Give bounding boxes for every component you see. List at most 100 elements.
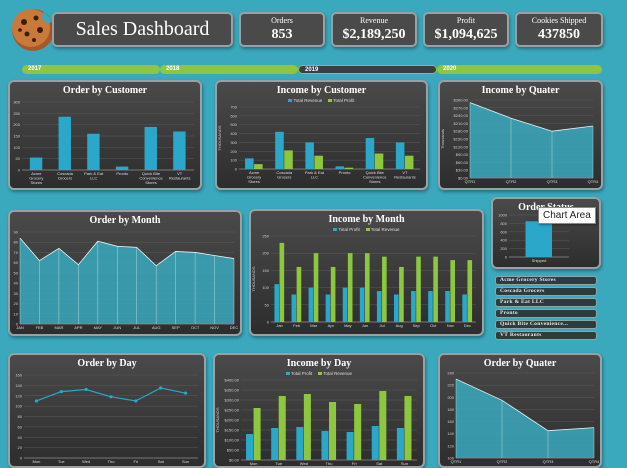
x-tick-label: LLC — [311, 175, 318, 180]
y-tick-label: $0.00 — [458, 176, 469, 181]
y-tick-label: 250 — [13, 111, 20, 116]
y-tick-label: 800 — [500, 221, 507, 226]
bar — [330, 266, 336, 322]
y-tick-label: 20 — [18, 445, 23, 450]
income-by-month-chart: 0 50 100 150 200 250 THOUSANDS Jan Feb Mar Apr May J… — [251, 234, 476, 328]
bar — [29, 157, 43, 170]
area-series — [20, 238, 234, 324]
bar — [305, 142, 314, 169]
income-by-customer-panel[interactable]: Income by Customer Total Revenue Total P… — [215, 80, 428, 190]
y-tick-label: 100 — [15, 404, 22, 409]
y-tick-label: 180 — [447, 407, 454, 412]
x-tick-label: Tue — [275, 461, 283, 466]
timeline-year-2019[interactable]: 2019 — [298, 65, 437, 74]
order-by-day-panel[interactable]: Order by Day 0 20 40 60 80 100 120 140 160 Mon Tue… — [8, 353, 206, 468]
x-tick-label: MAR — [54, 325, 63, 330]
bar — [321, 431, 329, 460]
y-tick-label: $300.00 — [225, 398, 240, 403]
slicer-item-coscada[interactable]: Coscada Grocers — [495, 287, 597, 296]
y-tick-label: 100 — [262, 285, 269, 290]
kpi-label: Cookies Shipped — [531, 16, 587, 25]
x-tick-label: Acme — [249, 170, 260, 175]
x-tick-label: Restaurants — [394, 175, 416, 180]
bar — [346, 432, 354, 460]
y-tick-label: 120 — [447, 443, 454, 448]
kpi-cookies-shipped: Cookies Shipped 437850 — [515, 12, 603, 47]
bar — [278, 396, 286, 460]
bar — [253, 408, 261, 460]
chart-title: Order by Quater — [483, 358, 557, 369]
income-by-month-panel[interactable]: Income by Month Total Profit Total Reven… — [249, 209, 484, 336]
y-tick-label: 0 — [18, 168, 21, 173]
y-axis-label: THOUSANDS — [217, 125, 222, 150]
y-tick-label: 60 — [18, 424, 23, 429]
bar — [303, 394, 311, 460]
bar — [314, 155, 323, 169]
y-tick-label: 40 — [18, 435, 23, 440]
timeline-year-2018[interactable]: 2018 — [160, 65, 298, 74]
bar — [291, 294, 297, 322]
x-tick-label: Mon — [250, 461, 258, 466]
x-tick-label: Stores — [248, 179, 260, 184]
x-tick-label: Mar — [310, 323, 318, 328]
legend-item: Total Profit — [328, 98, 355, 103]
x-tick-label: Grocers — [277, 175, 291, 180]
slicer-item-vt[interactable]: VT Restaurants — [495, 331, 597, 340]
y-tick-label: 10 — [14, 311, 19, 316]
dashboard-title: Sales Dashboard — [52, 12, 233, 47]
x-tick-label: QTR1 — [465, 179, 476, 184]
x-tick-label: AUG — [152, 325, 161, 330]
area-outline — [19, 237, 235, 267]
area-series — [470, 102, 593, 178]
order-by-month-panel[interactable]: Order by Month 0 10 20 30 40 50 60 70 80 90 JAN FEB… — [8, 210, 242, 336]
timeline-year-2020[interactable]: 2020 — [437, 65, 602, 74]
y-tick-label: 60 — [14, 260, 19, 265]
y-tick-label: 160 — [15, 373, 22, 378]
y-tick-label: 70 — [14, 250, 19, 255]
y-tick-label: 300 — [230, 140, 237, 145]
x-tick-label: OCT — [191, 325, 200, 330]
y-tick-label: 0 — [20, 456, 23, 461]
x-tick-label: Jan — [276, 323, 282, 328]
y-axis-label: THOUSANDS — [215, 407, 220, 432]
x-tick-label: Pronto — [339, 170, 352, 175]
bar — [525, 221, 552, 257]
chart-title: Income by Month — [328, 214, 405, 225]
bar — [411, 291, 416, 322]
slicer-item-quick-bite[interactable]: Quick Bite Convenience... — [495, 320, 597, 329]
bar — [359, 287, 365, 322]
order-by-quarter-panel[interactable]: Order by Quater 100 120 140 160 180 200 220 240… — [438, 353, 602, 468]
y-tick-label: 90 — [14, 230, 19, 235]
x-tick-label: Dec — [464, 323, 471, 328]
y-tick-label: $60.00 — [456, 160, 469, 165]
bar — [254, 164, 263, 169]
bar — [371, 426, 379, 460]
income-by-quarter-panel[interactable]: Income by Quater $0.00 $30.00 $60.00 $90.00… — [438, 80, 603, 190]
y-tick-label: $90.00 — [456, 152, 469, 157]
order-by-month-chart: 0 10 20 30 40 50 60 70 80 90 JAN FEB MAR APR MAY JUN JUL… — [14, 230, 239, 331]
timeline-year-2017[interactable]: 2017 — [22, 65, 160, 74]
x-tick-label: Coscada — [57, 171, 74, 176]
slicer-item-pronto[interactable]: Pronto — [495, 309, 597, 318]
kpi-label: Orders — [271, 16, 293, 25]
bar — [296, 266, 302, 322]
x-tick-label: Feb — [293, 323, 301, 328]
legend-item: Total Profit — [333, 227, 360, 232]
income-by-day-panel[interactable]: Income by Day Total Profit Total Revenue… — [213, 353, 425, 468]
order-by-customer-panel[interactable]: Order by Customer 0 50 100 150 200 250 300 Acme… — [8, 80, 202, 190]
y-tick-label: 200 — [447, 395, 454, 400]
x-tick-label: Wed — [300, 461, 308, 466]
slicer-item-acme[interactable]: Acme Grocery Stores — [495, 276, 597, 285]
y-tick-label: 200 — [262, 251, 269, 256]
y-tick-label: 20 — [14, 301, 19, 306]
x-tick-label: Grocery — [247, 175, 261, 180]
data-point — [109, 395, 113, 399]
bar — [404, 155, 414, 169]
x-tick-label: Park & Eat — [305, 170, 325, 175]
x-tick-label: QTR4 — [588, 179, 599, 184]
x-tick-label: Acme — [31, 171, 42, 176]
area-series — [456, 379, 594, 458]
slicer-item-park-eat[interactable]: Park & Eat LLC — [495, 298, 597, 307]
y-tick-label: 100 — [230, 158, 237, 163]
